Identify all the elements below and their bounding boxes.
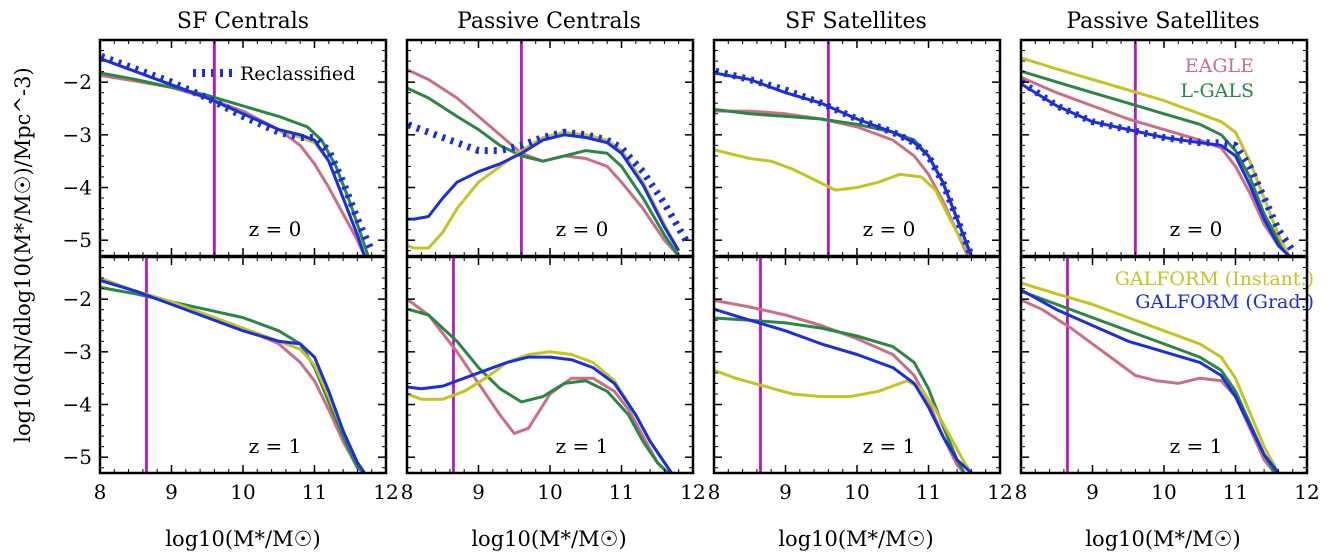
x-tick-label: 12 bbox=[987, 480, 1012, 504]
plot-area bbox=[1021, 40, 1296, 256]
series-galform-grad-line bbox=[407, 133, 680, 252]
x-tick-label: 11 bbox=[609, 480, 634, 504]
redshift-label: z = 1 bbox=[863, 434, 916, 458]
x-tick-label: 9 bbox=[1086, 480, 1099, 504]
x-tick-label: 12 bbox=[680, 480, 705, 504]
plot-area bbox=[407, 257, 673, 473]
redshift-label: z = 1 bbox=[249, 434, 302, 458]
series-galform-instant-line bbox=[714, 148, 973, 256]
series-l-gals-line bbox=[1021, 69, 1291, 256]
series-eagle-line bbox=[407, 297, 670, 473]
x-tick-label: 8 bbox=[94, 480, 107, 504]
x-tick-label: 10 bbox=[537, 480, 562, 504]
series-reclassified-line bbox=[407, 120, 689, 242]
y-axis-label: log10(dN/dlog10(M*/M☉)/Mpc^-3) bbox=[11, 67, 35, 442]
x-tick-label: 11 bbox=[916, 480, 941, 504]
y-tick-label: −2 bbox=[63, 70, 92, 94]
plot-area bbox=[1021, 257, 1280, 473]
panel-title-sf-satellites: SF Satellites bbox=[785, 9, 927, 34]
x-tick-label: 11 bbox=[302, 480, 327, 504]
plot-area bbox=[714, 40, 975, 256]
y-tick-label: −5 bbox=[63, 228, 92, 252]
panel-passive-satellites-z-0: z = 0 bbox=[1019, 38, 1309, 258]
x-tick-label: 8 bbox=[708, 480, 721, 504]
panel-sf-centrals-z-1: −2 −3 −4 −58 9 10 11 12 z = 1 bbox=[63, 255, 399, 504]
series-galform-instant-line bbox=[100, 276, 366, 473]
series-galform-grad-line bbox=[407, 355, 673, 473]
series-l-gals-line bbox=[407, 307, 670, 473]
x-axis-label: log10(M*/M☉) bbox=[471, 527, 626, 551]
series-galform-grad-line bbox=[714, 71, 973, 256]
plot-area bbox=[100, 40, 375, 256]
x-tick-label: 10 bbox=[230, 480, 255, 504]
panel-frame bbox=[712, 255, 1002, 475]
plot-area bbox=[407, 40, 689, 256]
series-galform-instant-line bbox=[1021, 281, 1280, 473]
series-galform-grad-line bbox=[714, 307, 973, 473]
series-l-gals-line bbox=[714, 316, 966, 473]
legend-eagle-label: EAGLE bbox=[1185, 55, 1254, 77]
legend-reclassified: Reclassified bbox=[193, 63, 355, 85]
panel-frame bbox=[405, 38, 695, 258]
y-tick-label: −2 bbox=[63, 287, 92, 311]
panel-passive-centrals-z-0: z = 0 bbox=[405, 38, 695, 258]
series-galform-grad-line bbox=[100, 56, 366, 256]
series-galform-instant-line bbox=[714, 368, 973, 473]
panel-passive-centrals-z-1: 8 9 10 11 12 z = 1 bbox=[401, 255, 706, 504]
series-galform-grad-line bbox=[1021, 288, 1280, 473]
redshift-label: z = 0 bbox=[249, 217, 302, 241]
redshift-label: z = 1 bbox=[1170, 434, 1223, 458]
x-tick-label: 10 bbox=[844, 480, 869, 504]
x-tick-label: 8 bbox=[1015, 480, 1028, 504]
series-l-gals-line bbox=[100, 71, 370, 256]
legend-lgals-label: L-GALS bbox=[1180, 80, 1254, 102]
x-axis-label: log10(M*/M☉) bbox=[1085, 527, 1240, 551]
x-tick-label: 9 bbox=[165, 480, 178, 504]
x-tick-label: 10 bbox=[1151, 480, 1176, 504]
redshift-label: z = 0 bbox=[556, 217, 609, 241]
series-galform-instant-line bbox=[1021, 56, 1291, 256]
panel-title-sf-centrals: SF Centrals bbox=[177, 9, 309, 34]
panel-passive-satellites-z-1: 8 9 10 11 12 z = 1 bbox=[1015, 255, 1320, 504]
redshift-label: z = 0 bbox=[1170, 217, 1223, 241]
legend-reclassified-label: Reclassified bbox=[240, 63, 355, 85]
panel-sf-centrals-z-0: −2 −3 −4 −5 z = 0 bbox=[63, 38, 388, 258]
series-galform-grad-line bbox=[100, 278, 366, 473]
y-tick-label: −4 bbox=[63, 176, 92, 200]
panel-sf-satellites-z-1: 8 9 10 11 12 z = 1 bbox=[708, 255, 1013, 504]
plot-area bbox=[714, 257, 973, 473]
plot-area bbox=[100, 257, 366, 473]
y-tick-label: −3 bbox=[63, 123, 92, 147]
x-tick-label: 12 bbox=[1294, 480, 1319, 504]
panel-title-passive-centrals: Passive Centrals bbox=[457, 9, 641, 34]
panel-title-passive-satellites: Passive Satellites bbox=[1066, 9, 1259, 34]
series-galform-grad-line bbox=[1021, 82, 1291, 256]
x-tick-label: 8 bbox=[401, 480, 414, 504]
series-l-gals-line bbox=[407, 86, 680, 256]
x-tick-label: 12 bbox=[373, 480, 398, 504]
panel-sf-satellites-z-0: z = 0 bbox=[712, 38, 1002, 258]
redshift-label: z = 1 bbox=[556, 434, 609, 458]
x-tick-label: 9 bbox=[472, 480, 485, 504]
legend-galform-grad-label: GALFORM (Grad.) bbox=[1135, 291, 1314, 313]
redshift-label: z = 0 bbox=[863, 217, 916, 241]
x-tick-label: 11 bbox=[1223, 480, 1248, 504]
legend-galform-instant-label: GALFORM (Instant.) bbox=[1115, 268, 1314, 290]
series-reclassified-line bbox=[100, 52, 375, 253]
y-tick-label: −4 bbox=[63, 393, 92, 417]
x-axis-label: log10(M*/M☉) bbox=[165, 527, 320, 551]
x-axis-label: log10(M*/M☉) bbox=[778, 527, 933, 551]
panel-frame bbox=[712, 38, 1002, 258]
y-tick-label: −5 bbox=[63, 445, 92, 469]
y-tick-label: −3 bbox=[63, 340, 92, 364]
x-tick-label: 9 bbox=[779, 480, 792, 504]
